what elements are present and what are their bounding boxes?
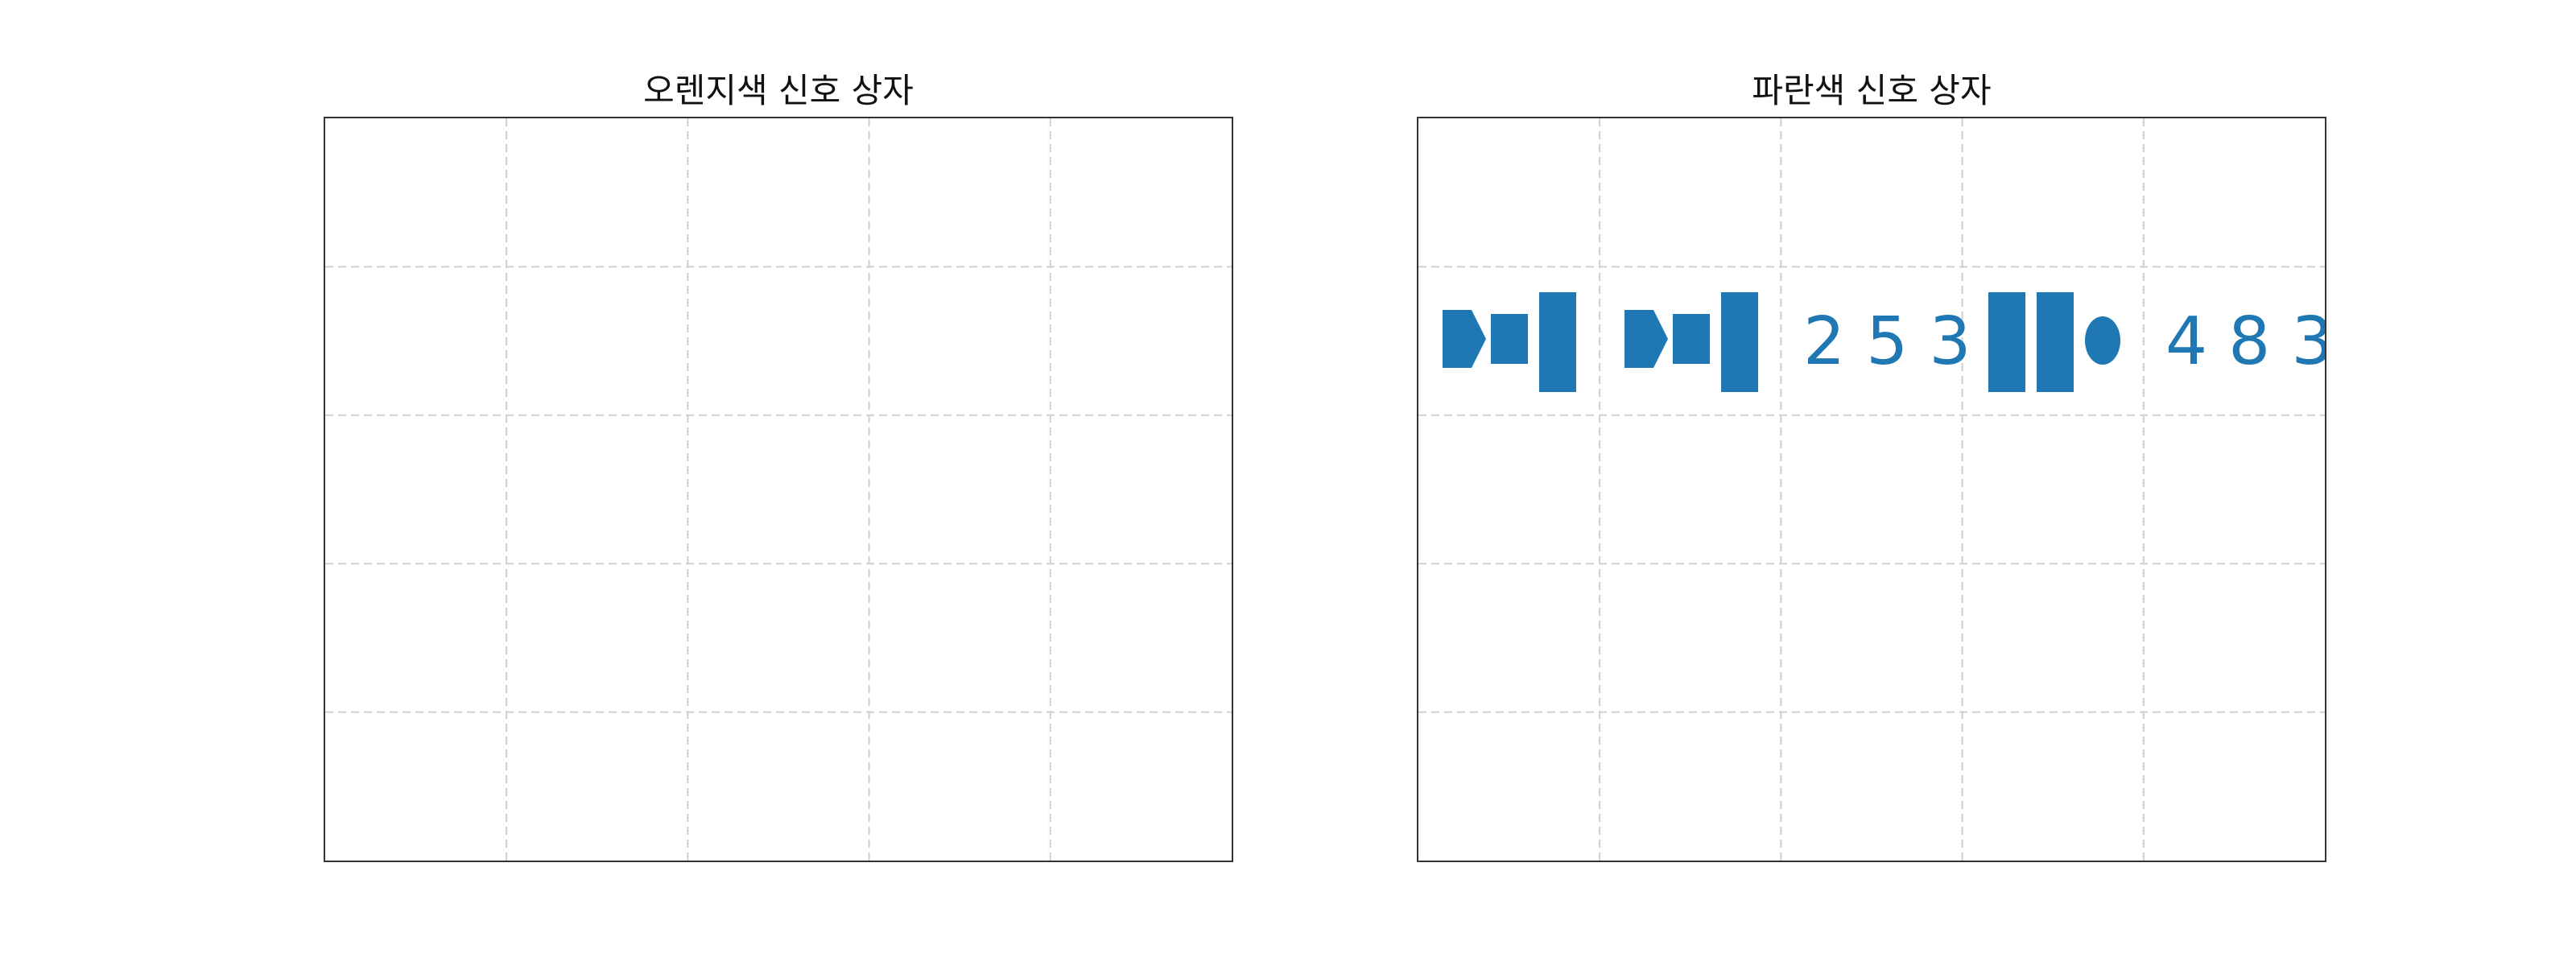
square-shape [1673, 314, 1710, 364]
orange-grid [325, 118, 1232, 861]
signal-number: 253 [1803, 303, 1992, 380]
ellipse-shape [2085, 316, 2120, 365]
orange-box-title: 오렌지색 신호 상자 [643, 71, 914, 110]
arrow-shape [1624, 310, 1668, 368]
tall-rectangle-shape [2037, 292, 2074, 392]
tall-rectangle-shape [1539, 292, 1576, 392]
square-shape [1491, 314, 1528, 364]
blue-box-title: 파란색 신호 상자 [1752, 71, 1992, 110]
signal-number: 483 [2165, 303, 2326, 380]
arrow-shape [1443, 310, 1486, 368]
orange-signal-box [324, 117, 1233, 862]
blue-grid [1418, 118, 2325, 861]
tall-rectangle-shape [1988, 292, 2025, 392]
tall-rectangle-shape [1721, 292, 1758, 392]
blue-symbol-row: 253 483 [1443, 292, 2326, 392]
blue-signal-box: 253 483 [1417, 117, 2326, 862]
